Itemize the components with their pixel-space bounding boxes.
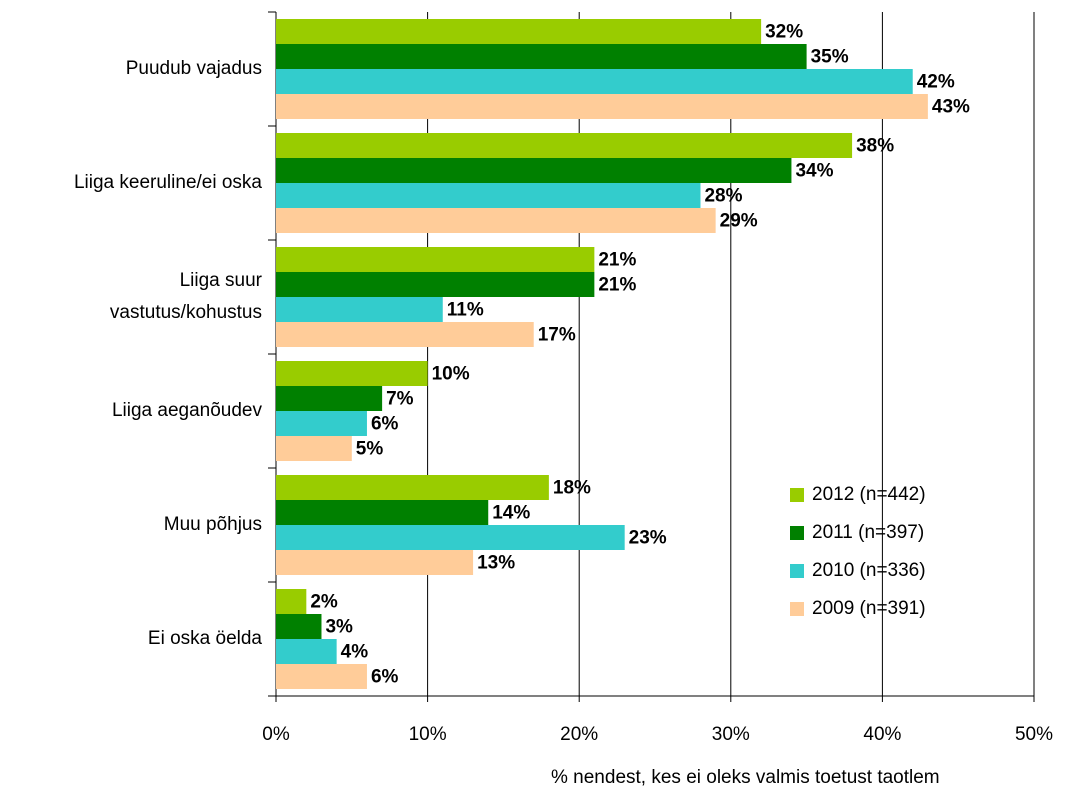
bar xyxy=(276,183,701,208)
bar xyxy=(276,322,534,347)
value-label: 14% xyxy=(492,503,530,524)
bar xyxy=(276,158,792,183)
y-tick-label: Ei oska öelda xyxy=(148,628,263,649)
x-tick-label: 50% xyxy=(1015,724,1053,745)
value-label: 42% xyxy=(917,72,955,93)
bar xyxy=(276,44,807,69)
legend-swatch xyxy=(790,564,804,578)
value-label: 2% xyxy=(310,592,338,613)
x-tick-label: 0% xyxy=(262,724,290,745)
value-label: 17% xyxy=(538,325,576,346)
bar xyxy=(276,208,716,233)
value-label: 3% xyxy=(325,617,353,638)
value-label: 7% xyxy=(386,389,414,410)
x-tick-label: 20% xyxy=(560,724,598,745)
legend-swatch xyxy=(790,526,804,540)
bar xyxy=(276,361,428,386)
x-tick-label: 40% xyxy=(863,724,901,745)
y-tick-label: Liiga aeganõudev xyxy=(112,400,263,421)
value-label: 35% xyxy=(811,47,849,68)
legend-swatch xyxy=(790,488,804,502)
x-axis-label: % nendest, kes ei oleks valmis toetust t… xyxy=(551,767,940,788)
bar xyxy=(276,94,928,119)
y-tick-label: Muu põhjus xyxy=(164,514,262,535)
bar xyxy=(276,247,595,272)
value-label: 4% xyxy=(341,642,369,663)
value-label: 6% xyxy=(371,414,399,435)
bar xyxy=(276,386,383,411)
value-label: 43% xyxy=(932,97,970,118)
y-tick-label: Liiga suur vastutus/kohustus xyxy=(110,270,263,323)
value-label: 28% xyxy=(704,186,742,207)
bar xyxy=(276,664,367,689)
bar xyxy=(276,297,443,322)
bar xyxy=(276,589,307,614)
legend-label: 2010 (n=336) xyxy=(812,560,926,581)
y-tick-label: Puudub vajadus xyxy=(126,58,262,79)
legend-label: 2009 (n=391) xyxy=(812,598,926,619)
value-label: 38% xyxy=(856,136,894,157)
bar xyxy=(276,550,474,575)
x-tick-label: 10% xyxy=(409,724,447,745)
value-label: 32% xyxy=(765,22,803,43)
value-label: 10% xyxy=(432,364,470,385)
value-label: 13% xyxy=(477,553,515,574)
bar xyxy=(276,639,337,664)
bar xyxy=(276,272,595,297)
legend-swatch xyxy=(790,602,804,616)
value-label: 5% xyxy=(356,439,384,460)
value-label: 23% xyxy=(629,528,667,549)
bar xyxy=(276,475,549,500)
bar xyxy=(276,436,352,461)
y-tick-label: Liiga keeruline/ei oska xyxy=(74,172,262,193)
bar xyxy=(276,614,322,639)
value-label: 21% xyxy=(598,250,636,271)
x-tick-label: 30% xyxy=(712,724,750,745)
value-label: 34% xyxy=(795,161,833,182)
bar xyxy=(276,500,489,525)
bar xyxy=(276,525,625,550)
legend-label: 2012 (n=442) xyxy=(812,484,926,505)
bar xyxy=(276,411,367,436)
value-label: 29% xyxy=(720,211,758,232)
value-label: 11% xyxy=(447,300,484,321)
value-label: 6% xyxy=(371,667,399,688)
legend-label: 2011 (n=397) xyxy=(812,522,924,543)
bar xyxy=(276,69,913,94)
bar xyxy=(276,19,762,44)
value-label: 21% xyxy=(598,275,636,296)
value-label: 18% xyxy=(553,478,591,499)
bar xyxy=(276,133,853,158)
